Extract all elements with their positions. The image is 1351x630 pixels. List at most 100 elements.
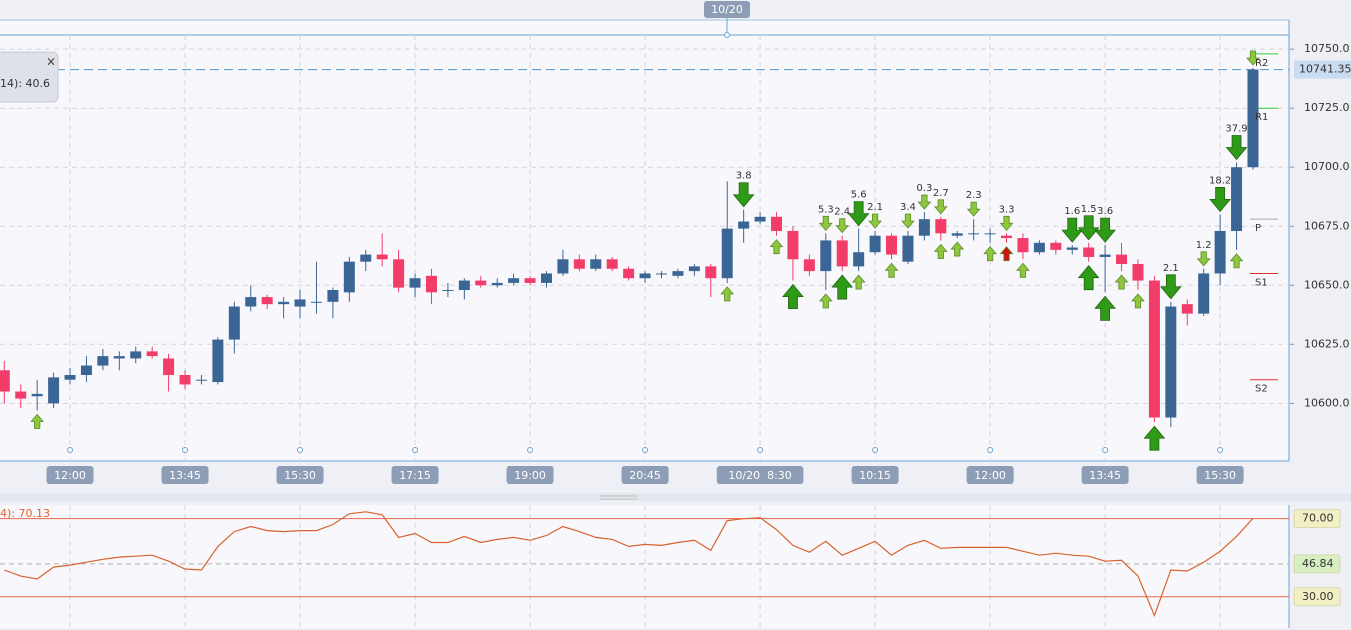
candle-body bbox=[1214, 230, 1226, 274]
x-tick bbox=[412, 447, 419, 453]
pivot-label: P bbox=[1255, 223, 1261, 234]
candle-body bbox=[738, 221, 750, 229]
signal-arrow bbox=[1077, 265, 1100, 291]
signal-arrow bbox=[1114, 274, 1129, 290]
x-tick-label: 15:30 bbox=[1204, 469, 1236, 482]
signal-arrow bbox=[868, 213, 882, 229]
x-tick bbox=[67, 447, 74, 453]
date-marker-dot bbox=[724, 32, 730, 38]
candle-body bbox=[590, 259, 602, 269]
x-tick-box bbox=[966, 466, 1014, 484]
y-tick-label: 10650.0 bbox=[1304, 278, 1350, 291]
last-price-box bbox=[1294, 60, 1351, 79]
signal-label: 2.7 bbox=[933, 188, 949, 199]
signal-label: 5.6 bbox=[851, 190, 867, 201]
x-tick bbox=[1102, 447, 1109, 453]
x-tick bbox=[987, 447, 994, 453]
candle-body bbox=[902, 235, 914, 262]
signal-label: 1.2 bbox=[1196, 240, 1212, 251]
candle-body bbox=[475, 280, 487, 286]
candle-body bbox=[393, 259, 405, 288]
y-tick-label: 10625.0 bbox=[1304, 337, 1350, 350]
rsi-tick-label: 46.84 bbox=[1302, 557, 1334, 570]
signal-label: 2.4 bbox=[834, 207, 850, 218]
candle-body bbox=[803, 259, 815, 272]
candle-body bbox=[327, 290, 339, 302]
x-tick-box bbox=[1081, 466, 1129, 484]
signal-label: 3.4 bbox=[900, 202, 916, 213]
signal-arrow bbox=[847, 201, 870, 227]
candle-body bbox=[458, 280, 470, 290]
candle-body bbox=[245, 297, 257, 307]
signal-arrow bbox=[720, 286, 735, 302]
pivot-label: R1 bbox=[1255, 112, 1268, 123]
x-tick-label: 12:00 bbox=[54, 469, 86, 482]
close-icon[interactable]: × bbox=[46, 55, 56, 69]
rsi-tick-label: 70.00 bbox=[1302, 512, 1334, 525]
x-tick-box bbox=[1196, 466, 1244, 484]
signal-label: 3.6 bbox=[1097, 206, 1113, 217]
candle-body bbox=[820, 240, 832, 272]
y-tick-label: 10600.0 bbox=[1304, 396, 1350, 409]
candle-body bbox=[968, 233, 980, 235]
candle-body bbox=[491, 282, 503, 286]
candle-body bbox=[409, 278, 421, 288]
indicator-box bbox=[0, 51, 59, 103]
x-tick-box bbox=[391, 466, 439, 484]
candle-body bbox=[656, 273, 667, 275]
candle-body bbox=[1001, 235, 1013, 239]
signal-arrow bbox=[917, 194, 932, 210]
indicator-value: 14): 40.6 bbox=[0, 77, 50, 90]
candle-body bbox=[1033, 242, 1045, 253]
candle-body bbox=[672, 271, 684, 276]
x-tick-label: 13:45 bbox=[1089, 469, 1121, 482]
x-tick-label: 19:00 bbox=[514, 469, 546, 482]
candle-body bbox=[146, 351, 158, 357]
pivot-label: R2 bbox=[1255, 58, 1268, 69]
signal-arrow bbox=[30, 413, 45, 429]
signal-arrow bbox=[901, 213, 915, 229]
signal-arrow bbox=[1225, 135, 1248, 161]
candle-body bbox=[771, 216, 783, 231]
x-tick-box bbox=[161, 466, 209, 484]
signal-arrow bbox=[1094, 217, 1116, 243]
candle-body bbox=[97, 356, 109, 366]
candle-body bbox=[179, 375, 191, 385]
x-tick-label: 13:45 bbox=[169, 469, 201, 482]
y-tick-label: 10725.0 bbox=[1304, 101, 1350, 114]
x-tick bbox=[757, 447, 764, 453]
signal-arrow bbox=[950, 241, 965, 257]
candle-body bbox=[195, 379, 207, 381]
candle-body bbox=[984, 233, 996, 235]
signal-arrow bbox=[1131, 293, 1145, 309]
rsi-tick-box bbox=[1293, 587, 1341, 607]
signal-arrow bbox=[818, 293, 833, 309]
candle-body bbox=[15, 391, 27, 399]
signal-arrow bbox=[884, 262, 899, 278]
signal-label: 18.2 bbox=[1209, 175, 1231, 186]
candle-body bbox=[360, 254, 372, 262]
panel-divider[interactable] bbox=[0, 493, 1351, 501]
candle-body bbox=[278, 301, 290, 305]
x-tick-label: 15:30 bbox=[284, 469, 316, 482]
x-tick bbox=[182, 447, 189, 453]
candle-body bbox=[1099, 254, 1111, 257]
x-tick-box bbox=[506, 466, 554, 484]
date-marker-box bbox=[704, 1, 750, 18]
candle-body bbox=[442, 290, 454, 291]
candle-body bbox=[113, 356, 125, 359]
signal-arrow bbox=[818, 215, 833, 231]
signal-arrow bbox=[1061, 217, 1084, 243]
main-plot-area bbox=[0, 20, 1289, 461]
candle-body bbox=[48, 377, 60, 404]
candle-body bbox=[1050, 242, 1062, 250]
candle-body bbox=[836, 240, 848, 267]
candle-body bbox=[557, 259, 569, 274]
candle-body bbox=[212, 339, 224, 383]
candle-body bbox=[376, 254, 388, 260]
x-tick-box bbox=[621, 466, 669, 484]
x-tick-box bbox=[46, 466, 94, 484]
x-tick-label: 20:45 bbox=[629, 469, 661, 482]
signal-arrow bbox=[835, 218, 850, 234]
